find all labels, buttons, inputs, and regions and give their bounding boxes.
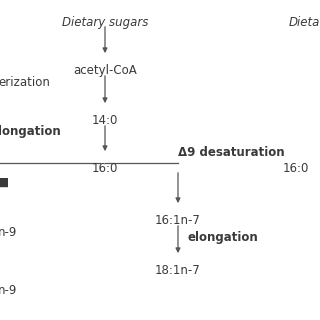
- Text: n-9: n-9: [0, 284, 17, 297]
- Text: Dietary sugars: Dietary sugars: [62, 16, 148, 29]
- Text: elongation: elongation: [188, 230, 259, 244]
- Text: Δ9 desaturation: Δ9 desaturation: [178, 147, 284, 159]
- Text: 16:0: 16:0: [92, 162, 118, 175]
- Text: Dieta: Dieta: [289, 16, 320, 29]
- Text: acetyl-CoA: acetyl-CoA: [73, 64, 137, 77]
- Text: 16:0: 16:0: [283, 162, 309, 175]
- Text: 16:1n-7: 16:1n-7: [155, 214, 201, 227]
- Text: longation: longation: [0, 125, 61, 139]
- Text: 14:0: 14:0: [92, 114, 118, 127]
- Text: n-9: n-9: [0, 226, 17, 238]
- Text: ■: ■: [0, 175, 9, 188]
- Text: 18:1n-7: 18:1n-7: [155, 264, 201, 277]
- Text: erization: erization: [0, 76, 50, 89]
